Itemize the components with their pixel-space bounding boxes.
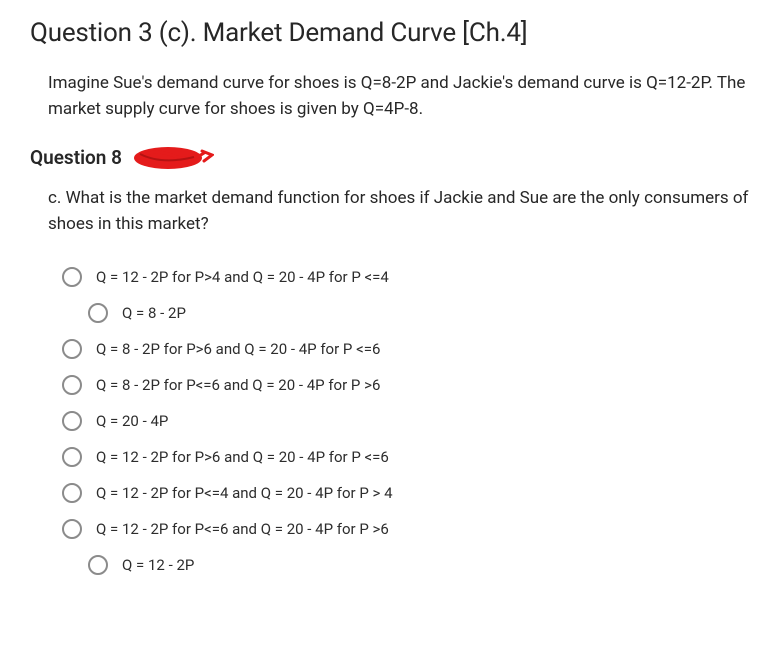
radio-button[interactable] (62, 483, 82, 503)
option-row: Q = 12 - 2P for P>6 and Q = 20 - 4P for … (62, 439, 754, 475)
option-row: Q = 12 - 2P for P>4 and Q = 20 - 4P for … (62, 259, 754, 295)
radio-button[interactable] (62, 267, 82, 287)
radio-button[interactable] (88, 303, 108, 323)
radio-button[interactable] (62, 375, 82, 395)
subquestion-text: c. What is the market demand function fo… (30, 185, 754, 238)
option-label: Q = 12 - 2P (122, 556, 194, 574)
radio-button[interactable] (62, 519, 82, 539)
option-row: Q = 8 - 2P for P>6 and Q = 20 - 4P for P… (62, 331, 754, 367)
question-number-row: Question 8 (30, 145, 754, 171)
radio-button[interactable] (62, 339, 82, 359)
option-label: Q = 12 - 2P for P>4 and Q = 20 - 4P for … (96, 268, 389, 286)
option-label: Q = 8 - 2P for P<=6 and Q = 20 - 4P for … (96, 376, 380, 394)
question-intro: Imagine Sue's demand curve for shoes is … (30, 70, 754, 123)
option-row: Q = 8 - 2P (62, 295, 754, 331)
radio-button[interactable] (62, 447, 82, 467)
question-number: Question 8 (30, 146, 122, 169)
option-label: Q = 12 - 2P for P<=6 and Q = 20 - 4P for… (96, 520, 389, 538)
option-row: Q = 8 - 2P for P<=6 and Q = 20 - 4P for … (62, 367, 754, 403)
option-label: Q = 20 - 4P (96, 412, 168, 430)
option-row: Q = 12 - 2P (62, 547, 754, 583)
option-row: Q = 20 - 4P (62, 403, 754, 439)
option-label: Q = 12 - 2P for P<=4 and Q = 20 - 4P for… (96, 484, 393, 502)
page-title: Question 3 (c). Market Demand Curve [Ch.… (30, 18, 754, 48)
radio-button[interactable] (88, 555, 108, 575)
option-row: Q = 12 - 2P for P<=6 and Q = 20 - 4P for… (62, 511, 754, 547)
option-label: Q = 8 - 2P for P>6 and Q = 20 - 4P for P… (96, 340, 380, 358)
radio-button[interactable] (62, 411, 82, 431)
options-list: Q = 12 - 2P for P>4 and Q = 20 - 4P for … (30, 259, 754, 583)
option-label: Q = 8 - 2P (122, 304, 186, 322)
option-row: Q = 12 - 2P for P<=4 and Q = 20 - 4P for… (62, 475, 754, 511)
redaction-scribble-icon (132, 145, 214, 171)
option-label: Q = 12 - 2P for P>6 and Q = 20 - 4P for … (96, 448, 389, 466)
